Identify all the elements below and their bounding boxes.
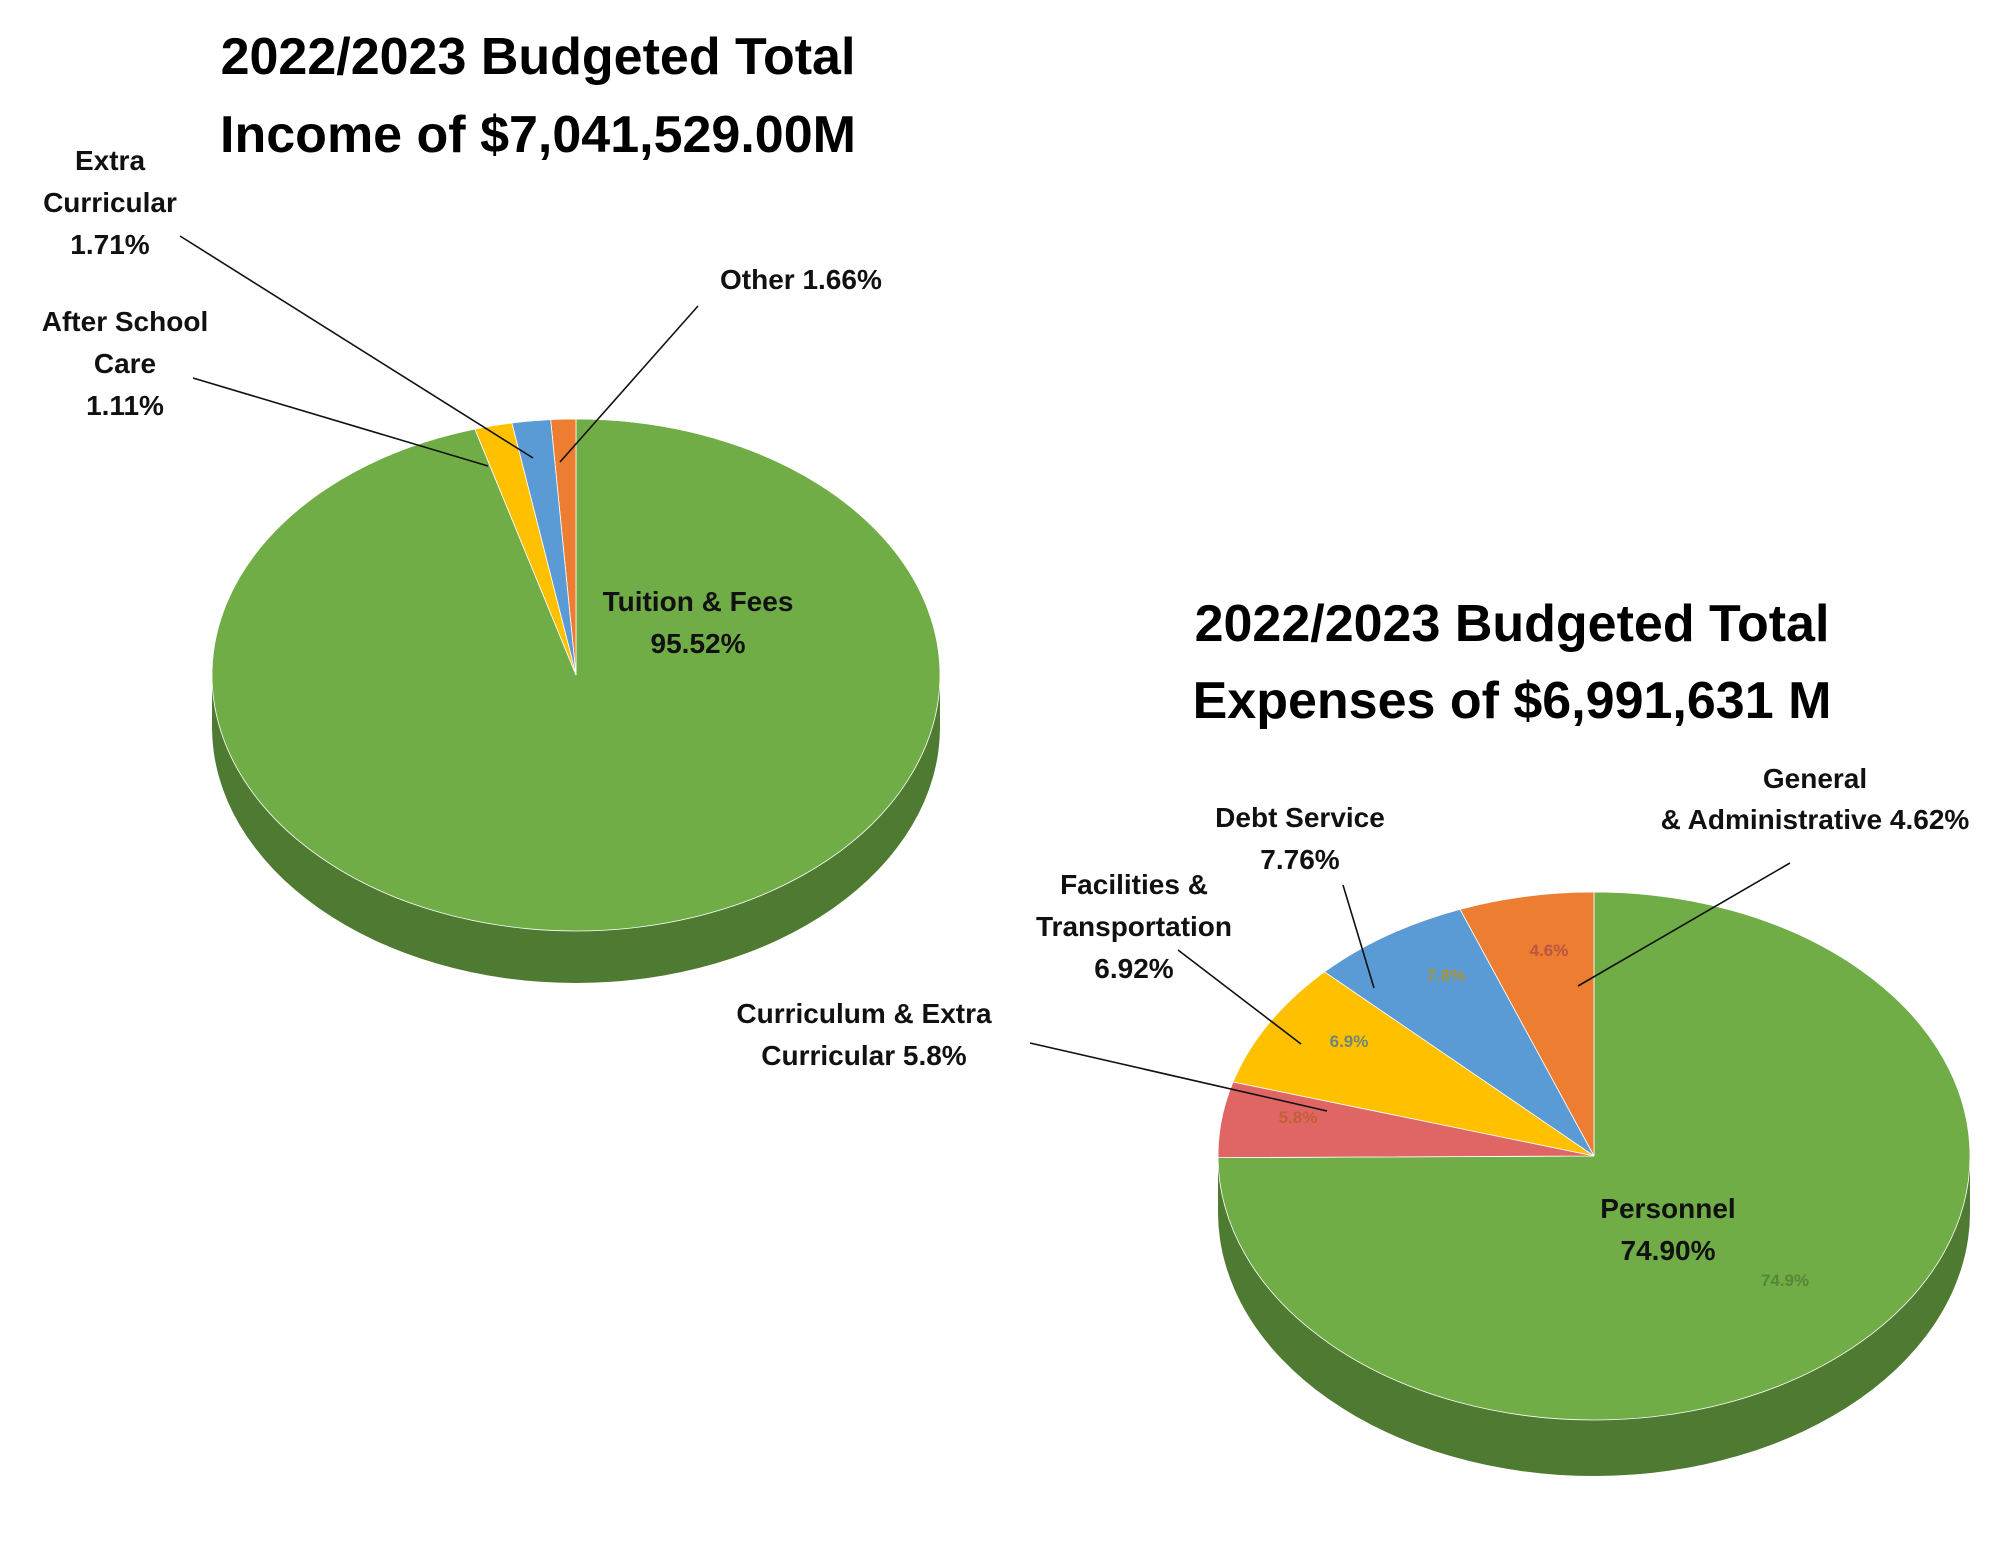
- slice-label-curriculum-and-extra-curricular: Curriculum & Extra Curricular 5.8%: [736, 998, 992, 1071]
- slice-label-after-school-care: After School Care 1.11%: [42, 306, 208, 421]
- pie-slice-debt-service[interactable]: [1232, 971, 1595, 1157]
- leader-line-after-school-care: [192, 377, 489, 467]
- inner-data-label-curriculum-and-extra-curricular: 5.8%: [1279, 1108, 1318, 1127]
- pie-slice-personnel[interactable]: [1217, 891, 1971, 1421]
- pie-slice-facilities-and-transportation[interactable]: [1323, 908, 1595, 1157]
- leader-line-debt-service: [1342, 884, 1375, 989]
- slice-label-debt-service: Debt Service 7.76%: [1215, 802, 1385, 875]
- slice-label-extra-curricular: Extra Curricular 1.71%: [43, 145, 177, 260]
- leader-line-general-and-administrative: [1577, 862, 1791, 987]
- pie-side-tuition-and-fees: [212, 675, 940, 983]
- pie-side-personnel: [1218, 1156, 1970, 1477]
- inner-data-label-debt-service: 7.8%: [1427, 966, 1466, 985]
- inner-data-label-general-and-administrative: 4.6%: [1530, 941, 1569, 960]
- pie-slice-curriculum-and-extra-curricular[interactable]: [1459, 891, 1595, 1157]
- chart-title: 2022/2023 Budgeted Total Expenses of $6,9…: [1193, 595, 1832, 730]
- slice-label-tuition-and-fees: Tuition & Fees 95.52%: [603, 586, 794, 659]
- expenses-chart: 74.9% 5.8% 6.9% 7.8% 4.6% Personnel 74.90% Curr…: [736, 595, 1971, 1477]
- pie-slice-other[interactable]: [474, 422, 577, 676]
- slice-label-general-and-administrative: General & Administrative 4.62%: [1661, 763, 1970, 835]
- pie-slice-general-and-administrative[interactable]: [1217, 1081, 1595, 1159]
- slice-label-other: Other 1.66%: [720, 264, 882, 295]
- leader-line-extra-curricular: [179, 235, 534, 459]
- inner-data-label-personnel: 74.9%: [1761, 1271, 1809, 1290]
- leader-line-curriculum-and-extra-curricular: [1029, 1042, 1328, 1112]
- income-chart: Tuition & Fees 95.52% After School Care 1.11…: [42, 28, 941, 983]
- inner-data-label-facilities-and-transportation: 6.9%: [1330, 1032, 1369, 1051]
- chart-title: 2022/2023 Budgeted Total Income of $7,041…: [220, 28, 856, 164]
- slice-label-facilities-and-transportation: Facilities & Transportation 6.92%: [1036, 869, 1232, 984]
- leader-line-facilities-and-transportation: [1177, 949, 1302, 1045]
- leader-line-other: [559, 305, 699, 463]
- slice-label-personnel: Personnel 74.90%: [1600, 1193, 1735, 1266]
